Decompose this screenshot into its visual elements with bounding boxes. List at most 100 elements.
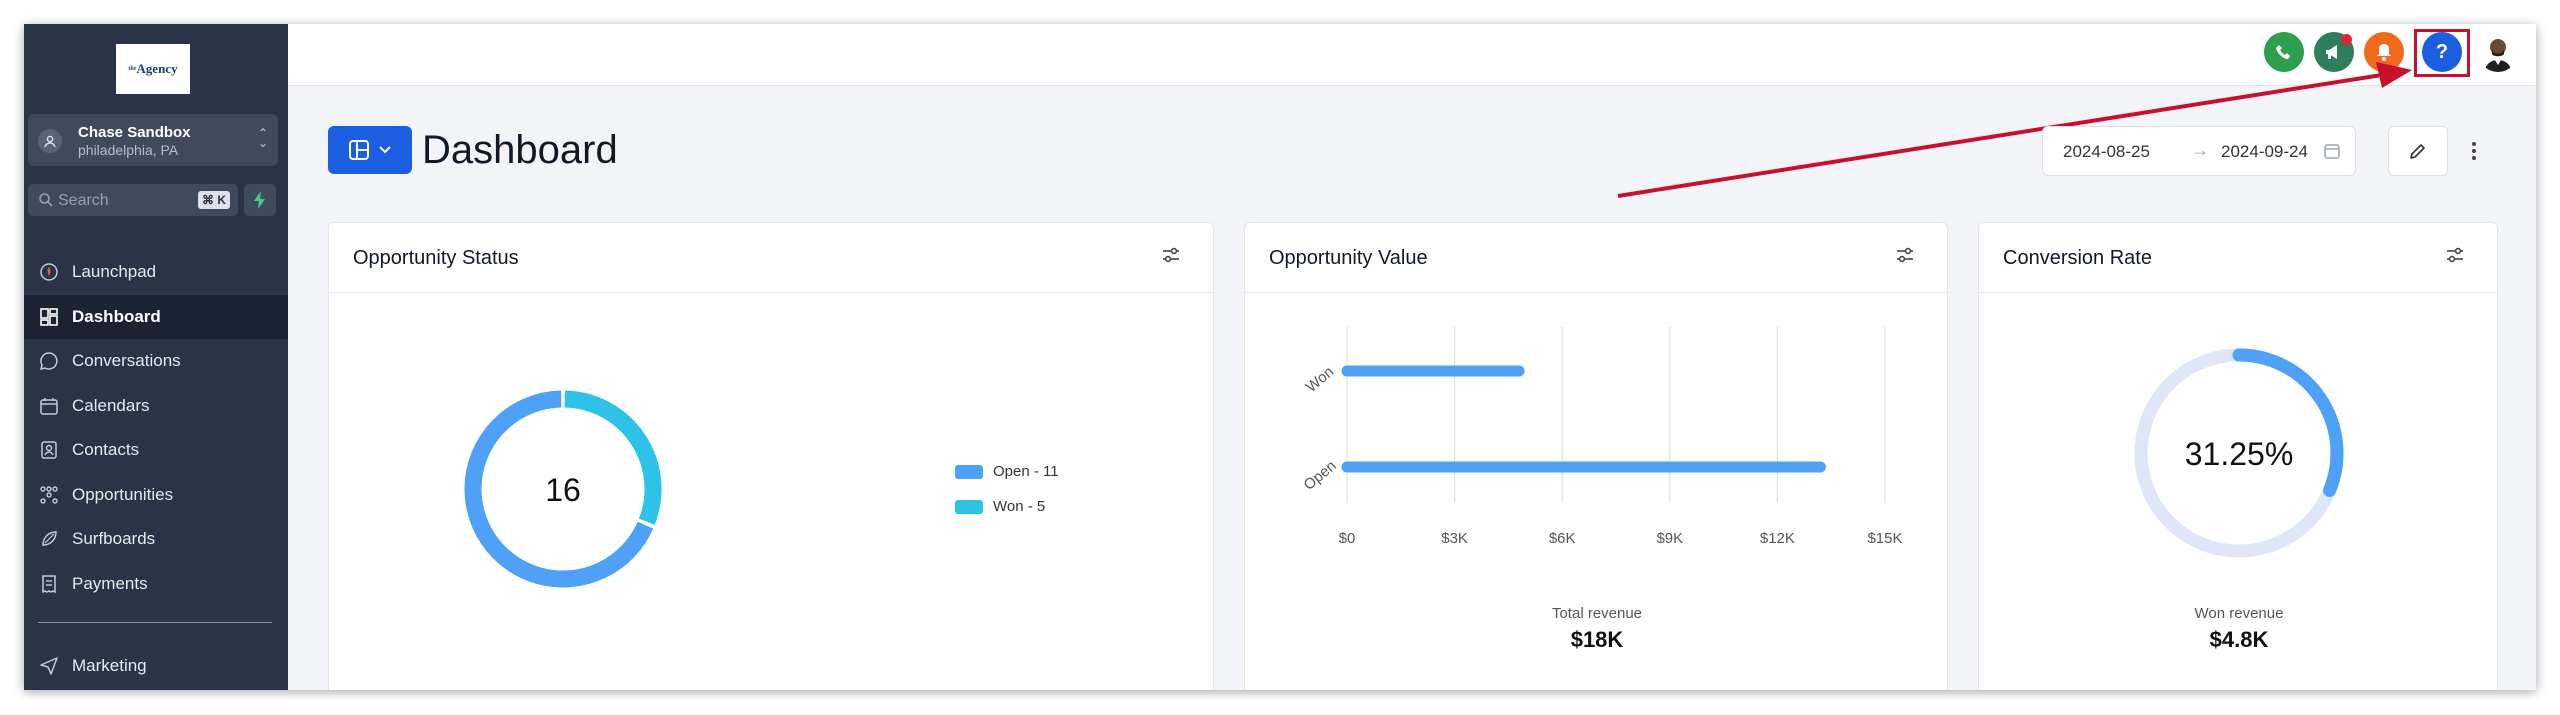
legend-item-open[interactable]: Open - 11 xyxy=(955,463,1059,480)
sidebar-item-label: Opportunities xyxy=(72,484,174,504)
conversion-gauge-chart: 31.25% xyxy=(2134,348,2344,558)
y-tick-label: Won xyxy=(1303,363,1337,396)
search-input[interactable]: Search ⌘ K xyxy=(28,184,238,216)
conversion-rate-card: Conversion Rate 31.25% Won revenue $4.8K xyxy=(1978,222,2498,690)
sidebar-item-payments[interactable]: Payments xyxy=(24,562,288,607)
notifications-button[interactable] xyxy=(2364,32,2404,72)
x-tick-label: $9K xyxy=(1656,530,1683,543)
calendar-icon xyxy=(38,395,60,417)
filter-settings-button[interactable] xyxy=(2445,247,2465,268)
sidebar-divider xyxy=(38,622,272,623)
pencil-icon xyxy=(2410,144,2425,159)
sidebar-item-label: Conversations xyxy=(72,351,181,371)
sidebar-item-launchpad[interactable]: Launchpad xyxy=(24,250,288,295)
bell-icon xyxy=(2377,44,2391,61)
phone-icon xyxy=(2276,45,2290,59)
legend-label: Open - 11 xyxy=(993,463,1059,480)
phone-button[interactable] xyxy=(2264,32,2304,72)
card-title: Opportunity Status xyxy=(353,247,519,269)
kebab-menu-icon xyxy=(2472,142,2476,160)
page-title: Dashboard xyxy=(422,128,618,172)
help-button[interactable]: ? xyxy=(2422,32,2462,72)
opportunity-status-card: Opportunity Status 16 Open - 11 Won - 5 xyxy=(328,222,1214,690)
value-bar-chart: $0 $3K $6K $9K $12K $15K Won Open xyxy=(1301,327,1903,543)
date-range-picker[interactable]: 2024-08-25 → 2024-09-24 xyxy=(2042,126,2356,176)
sidebar-item-marketing[interactable]: Marketing xyxy=(24,644,288,689)
status-donut-chart: 16 xyxy=(464,390,662,588)
contact-card-icon xyxy=(38,439,60,461)
announcements-button[interactable] xyxy=(2314,32,2354,72)
send-icon xyxy=(38,655,60,677)
donut-slice-won[interactable] xyxy=(564,390,662,525)
won-revenue-value: $4.8K xyxy=(2209,627,2269,652)
layout-icon xyxy=(349,140,369,160)
agency-logo[interactable]: the Agency xyxy=(116,44,190,94)
gauge-value-arc xyxy=(2232,348,2344,498)
layout-switch-button[interactable] xyxy=(328,126,412,174)
legend-swatch xyxy=(955,499,983,514)
surfboard-icon xyxy=(38,528,60,550)
total-revenue-value: $18K xyxy=(1570,627,1624,652)
sidebar-item-contacts[interactable]: Contacts xyxy=(24,428,288,473)
card-title: Opportunity Value xyxy=(1269,247,1428,269)
card-header: Opportunity Value xyxy=(1245,223,1947,293)
sliders-icon xyxy=(1163,247,1179,263)
sidebar-item-dashboard[interactable]: Dashboard xyxy=(24,294,288,339)
sidebar-item-label: Calendars xyxy=(72,395,150,415)
annotation-arrow xyxy=(1617,62,2412,198)
funnel-icon xyxy=(38,484,60,506)
chat-bubble-icon xyxy=(38,350,60,372)
user-avatar[interactable] xyxy=(2478,32,2518,72)
receipt-icon xyxy=(38,573,60,595)
edit-dashboard-button[interactable] xyxy=(2388,126,2448,176)
x-tick-label: $0 xyxy=(1339,530,1356,543)
sidebar-item-label: Surfboards xyxy=(72,529,156,549)
search-shortcut-badge: ⌘ K xyxy=(198,191,230,209)
sidebar-item-label: Dashboard xyxy=(72,306,161,326)
sidebar: the Agency Chase Sandbox philadelphia, PA… xyxy=(24,24,288,690)
card-title: Conversion Rate xyxy=(2003,247,2152,269)
donut-center-total: 16 xyxy=(545,472,581,508)
arrow-right-icon: → xyxy=(2191,140,2209,160)
sidebar-item-opportunities[interactable]: Opportunities xyxy=(24,473,288,518)
filter-settings-button[interactable] xyxy=(1895,247,1915,268)
x-tick-label: $6K xyxy=(1549,530,1576,543)
rocket-icon xyxy=(38,261,60,283)
card-header: Opportunity Status xyxy=(329,223,1213,293)
account-switcher[interactable]: Chase Sandbox philadelphia, PA ⌃ ⌄ xyxy=(28,114,278,166)
app-window: the Agency Chase Sandbox philadelphia, PA… xyxy=(24,24,2536,690)
grid-icon xyxy=(38,306,60,328)
sidebar-item-calendars[interactable]: Calendars xyxy=(24,384,288,429)
sidebar-item-label: Launchpad xyxy=(72,262,157,282)
filter-settings-button[interactable] xyxy=(1161,247,1181,268)
won-revenue-label: Won revenue xyxy=(2194,605,2284,622)
sidebar-nav: Launchpad Dashboard Conversations Calendars… xyxy=(24,250,288,606)
donut-slice-open[interactable] xyxy=(464,390,654,588)
sidebar-item-label: Payments xyxy=(72,573,148,593)
megaphone-icon xyxy=(2326,45,2337,59)
account-location: philadelphia, PA xyxy=(78,142,179,158)
card-header: Conversion Rate xyxy=(1979,223,2497,293)
logo-text: Agency xyxy=(136,61,178,76)
top-bar xyxy=(288,24,2536,86)
sidebar-item-label: Contacts xyxy=(72,440,140,460)
x-tick-label: $12K xyxy=(1760,530,1795,543)
sidebar-item-label: Marketing xyxy=(72,656,147,676)
y-tick-label: Open xyxy=(1301,457,1340,494)
calendar-icon xyxy=(2323,142,2341,165)
more-options-button[interactable] xyxy=(2464,136,2484,166)
conversion-percent: 31.25% xyxy=(2185,436,2294,472)
total-revenue-label: Total revenue xyxy=(1551,605,1643,622)
location-icon xyxy=(38,129,62,153)
sidebar-item-surfboards[interactable]: Surfboards xyxy=(24,517,288,562)
legend-item-won[interactable]: Won - 5 xyxy=(955,498,1045,515)
search-placeholder: Search xyxy=(58,192,109,209)
sliders-icon xyxy=(1897,247,1913,263)
lightning-icon xyxy=(254,191,265,209)
sliders-icon xyxy=(2447,247,2463,263)
search-icon xyxy=(38,192,54,213)
x-tick-label: $3K xyxy=(1441,530,1468,543)
quick-action-button[interactable] xyxy=(244,184,276,216)
logo-sup: the xyxy=(128,66,137,72)
sidebar-item-conversations[interactable]: Conversations xyxy=(24,339,288,384)
